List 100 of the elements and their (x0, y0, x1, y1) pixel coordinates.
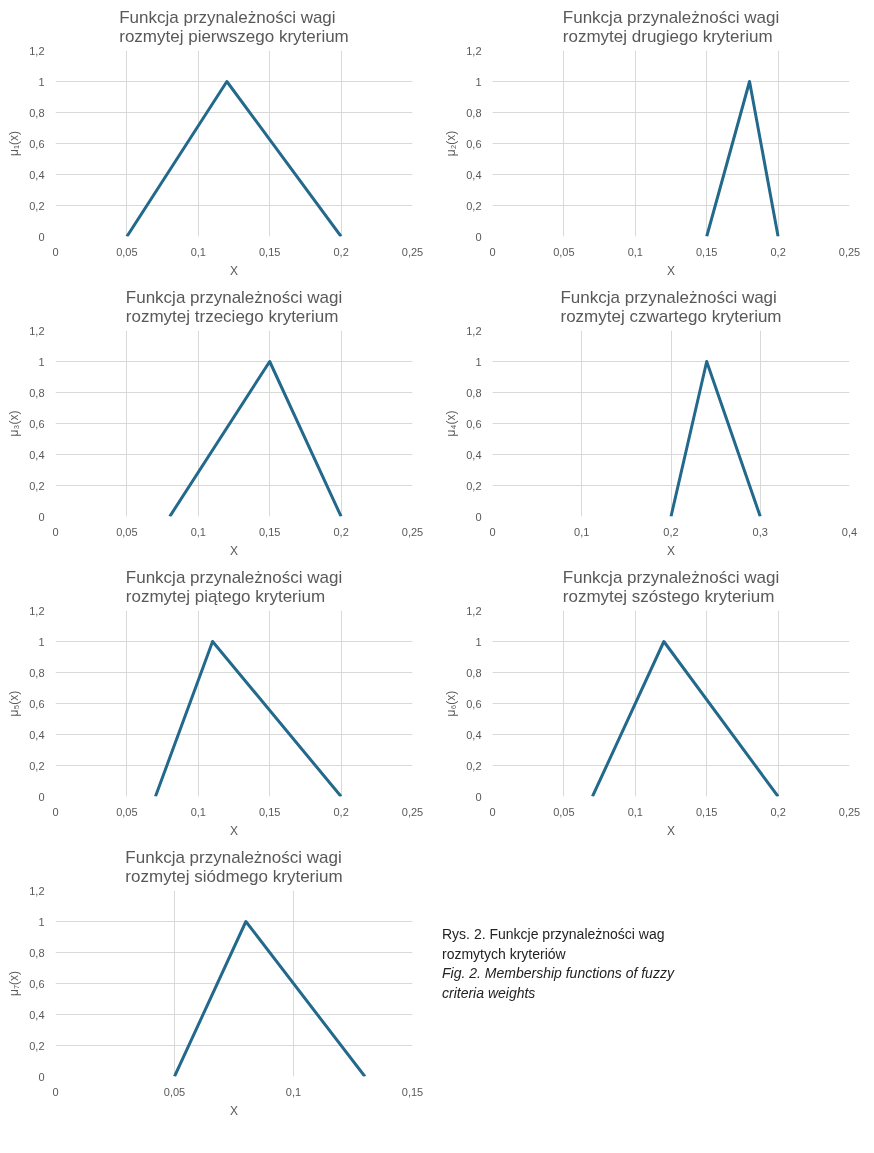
y-tick-label: 0,2 (29, 759, 45, 772)
x-tick-label: 0,15 (401, 1085, 424, 1098)
x-tick-label: 0,2 (333, 525, 349, 538)
y-axis-title: μ₄(x) (444, 410, 459, 437)
y-axis-title: μ₂(x) (444, 130, 459, 157)
y-tick-label: 1 (38, 915, 45, 928)
x-tick-label: 0,25 (401, 805, 424, 818)
x-tick-label: 0,05 (116, 805, 138, 818)
y-tick-label: 0,2 (466, 759, 482, 772)
y-tick-label: 0,6 (29, 697, 45, 710)
x-tick-label: 0,15 (259, 525, 281, 538)
x-tick-label: 0,25 (401, 525, 424, 538)
y-tick-label: 0,4 (466, 728, 482, 741)
y-tick-label: 0,8 (466, 666, 482, 679)
y-tick-label: 0,8 (466, 106, 482, 119)
x-tick-label: 0 (52, 525, 59, 538)
y-tick-label: 0,8 (29, 946, 45, 959)
y-tick-label: 1 (475, 355, 482, 368)
x-tick-label: 0,1 (190, 805, 206, 818)
y-tick-label: 1,2 (466, 324, 482, 337)
y-tick-label: 1,2 (29, 884, 45, 897)
x-tick-label: 0,05 (553, 245, 575, 258)
y-tick-label: 0 (475, 790, 482, 803)
x-axis-title: X (667, 543, 676, 558)
y-tick-label: 1,2 (29, 324, 45, 337)
y-tick-label: 0,6 (29, 137, 45, 150)
x-tick-label: 0,05 (553, 805, 575, 818)
x-tick-label: 0,25 (401, 245, 424, 258)
y-tick-label: 0,8 (29, 386, 45, 399)
x-axis-title: X (230, 263, 239, 278)
y-tick-label: 0,8 (29, 106, 45, 119)
y-tick-label: 1 (38, 75, 45, 88)
y-tick-label: 0,4 (29, 448, 45, 461)
chart-title: Funkcja przynależności wagi rozmytej piątego kryterium (125, 567, 343, 606)
y-tick-label: 0,6 (466, 697, 482, 710)
x-tick-label: 0,2 (333, 245, 349, 258)
x-tick-label: 0 (489, 525, 496, 538)
y-tick-label: 0 (38, 510, 45, 523)
x-axis-title: X (667, 263, 676, 278)
y-tick-label: 1 (475, 635, 482, 648)
x-tick-label: 0,1 (190, 525, 206, 538)
x-tick-label: 0,05 (163, 1085, 186, 1098)
y-axis-title: μ₅(x) (7, 690, 22, 717)
x-tick-label: 0 (52, 245, 59, 258)
caption: Fig. 2. Membership functions of fuzzy criteria weights (442, 964, 676, 1003)
x-tick-label: 0,4 (841, 525, 858, 538)
y-tick-label: 0,2 (466, 199, 482, 212)
y-tick-label: 0,8 (29, 666, 45, 679)
chart-title: Funkcja przynależności wagi rozmytej trzeciego kryterium (125, 287, 343, 326)
y-tick-label: 1,2 (29, 44, 45, 57)
x-tick-label: 0,05 (116, 525, 138, 538)
x-tick-label: 0,2 (770, 245, 786, 258)
x-axis-title: X (230, 823, 239, 838)
x-axis-title: X (230, 543, 239, 558)
x-tick-label: 0 (489, 805, 496, 818)
y-tick-label: 0,6 (466, 417, 482, 430)
x-axis-title: X (230, 1103, 239, 1118)
y-tick-label: 0,2 (29, 1039, 45, 1052)
x-tick-label: 0,2 (333, 805, 349, 818)
y-tick-label: 0 (475, 230, 482, 243)
y-tick-label: 0,4 (466, 448, 482, 461)
x-tick-label: 0,3 (752, 525, 768, 538)
x-tick-label: 0,1 (627, 805, 643, 818)
y-tick-label: 0 (38, 790, 45, 803)
y-axis-title: μ₃(x) (7, 410, 22, 437)
y-tick-label: 0,2 (466, 479, 482, 492)
y-tick-label: 0,4 (29, 168, 45, 181)
y-tick-label: 0,6 (466, 137, 482, 150)
y-tick-label: 0,6 (29, 977, 45, 990)
x-tick-label: 0,05 (116, 245, 138, 258)
y-tick-label: 1,2 (466, 604, 482, 617)
x-tick-label: 0,15 (696, 805, 718, 818)
y-tick-label: 1,2 (29, 604, 45, 617)
x-tick-label: 0 (52, 805, 59, 818)
y-tick-label: 0,2 (29, 479, 45, 492)
x-tick-label: 0 (52, 1085, 59, 1098)
x-tick-label: 0,15 (696, 245, 718, 258)
y-tick-label: 0 (38, 230, 45, 243)
chart-title: Funkcja przynależności wagi rozmytej pierwszego kryterium (119, 7, 349, 46)
x-tick-label: 0,1 (574, 525, 590, 538)
x-tick-label: 0,1 (190, 245, 206, 258)
x-tick-label: 0,25 (838, 245, 861, 258)
y-tick-label: 1 (38, 355, 45, 368)
x-tick-label: 0,15 (259, 245, 281, 258)
y-axis-title: μ₁(x) (7, 131, 22, 156)
chart-title: Funkcja przynależności wagi rozmytej szóstego kryterium (562, 567, 780, 606)
y-tick-label: 0 (475, 510, 482, 523)
text: Rys. 2. Funkcje przynależności wag rozmytych kryteriów (442, 925, 666, 964)
chart-title: Funkcja przynależności wagi rozmytej siódmego kryterium (125, 847, 343, 886)
x-tick-label: 0,1 (285, 1085, 302, 1098)
x-tick-label: 0,25 (838, 805, 861, 818)
x-tick-label: 0 (489, 245, 496, 258)
y-tick-label: 1,2 (466, 44, 482, 57)
y-tick-label: 1 (38, 635, 45, 648)
x-axis-title: X (667, 823, 676, 838)
x-tick-label: 0,15 (259, 805, 281, 818)
chart-title: Funkcja przynależności wagi rozmytej czwartego kryterium (560, 287, 782, 326)
y-tick-label: 1 (475, 75, 482, 88)
y-tick-label: 0,4 (29, 1008, 45, 1021)
y-axis-title: μ₇(x) (7, 970, 22, 997)
